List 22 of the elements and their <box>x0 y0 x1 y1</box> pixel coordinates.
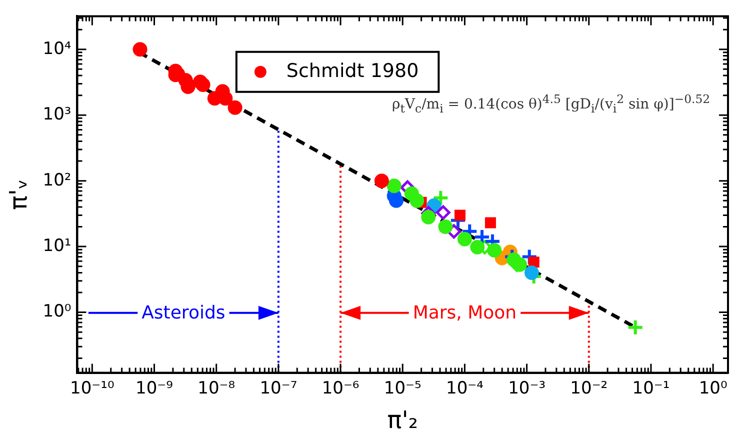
ref-line-label: Asteroids <box>142 302 226 324</box>
y-tick-label: 10¹ <box>42 236 72 256</box>
legend-label: Schmidt 1980 <box>286 60 419 82</box>
x-tick-label: 10⁻⁶ <box>322 378 360 398</box>
y-tick-label: 10⁰ <box>42 302 72 322</box>
x-tick-label: 10⁻⁵ <box>384 378 422 398</box>
y-tick-label: 10⁴ <box>42 38 72 59</box>
x-tick-label: 10⁻⁷ <box>260 378 298 398</box>
x-tick-label: 10⁻⁹ <box>136 378 174 398</box>
x-tick-label: 10⁻⁴ <box>446 378 484 398</box>
y-tick-label: 10² <box>42 170 72 190</box>
x-tick-label: 10⁻⁸ <box>198 378 236 398</box>
y-axis-title: π'ᵥ <box>4 178 33 210</box>
x-tick-label: 10⁻¹ <box>632 378 670 398</box>
x-axis-title: π'₂ <box>387 406 418 434</box>
x-tick-label: 10⁻¹⁰ <box>70 378 114 398</box>
ref-line-label: Mars, Moon <box>412 302 517 324</box>
x-tick-label: 10⁰ <box>698 378 728 398</box>
text: ρ$_{t}$V$_{c}$/m$_{i}$ = 0.14(cos θ)$^{4.5}$ [gD$_{i}$/(v$_{i}$$^{2}$ sin φ)]$^{−0.52}$ <box>392 92 710 116</box>
x-tick-label: 10⁻³ <box>508 378 546 398</box>
x-tick-label: 10⁻² <box>570 378 608 398</box>
y-tick-label: 10³ <box>42 104 72 125</box>
